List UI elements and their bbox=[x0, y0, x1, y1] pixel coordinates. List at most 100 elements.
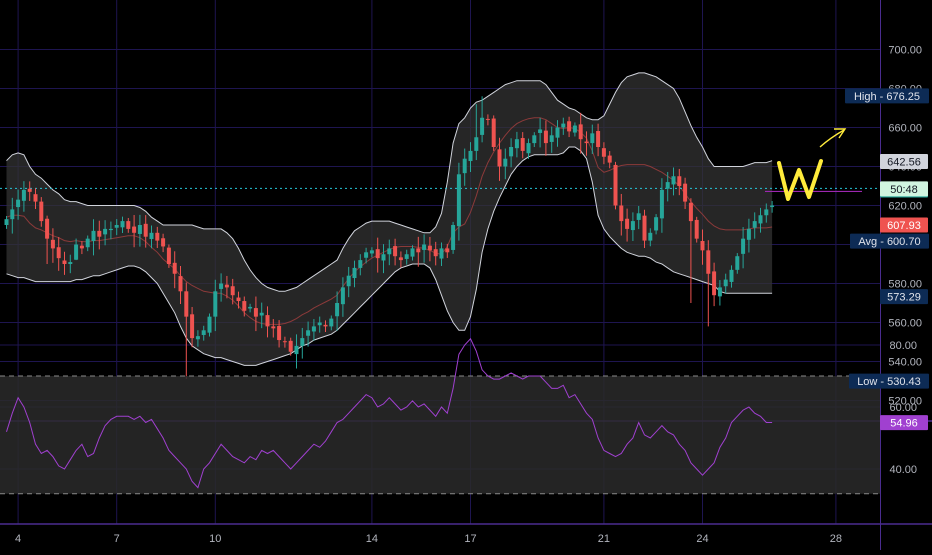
candle-body bbox=[375, 249, 380, 259]
candle-body bbox=[387, 248, 392, 255]
time-tick-label: 14 bbox=[366, 533, 378, 545]
candle-body bbox=[21, 189, 26, 201]
candle-body bbox=[491, 118, 496, 147]
candle-body bbox=[706, 250, 711, 274]
candle-body bbox=[265, 315, 270, 327]
candle-body bbox=[27, 188, 32, 192]
candle-body bbox=[50, 239, 55, 249]
avg-label: Avg - 600.70 bbox=[858, 236, 920, 248]
candle-body bbox=[468, 150, 473, 162]
candle-body bbox=[630, 221, 635, 231]
candle-body bbox=[590, 133, 595, 144]
avg-label-bg bbox=[850, 233, 929, 249]
candle-body bbox=[393, 246, 398, 257]
w-pattern-annotation: W bbox=[777, 128, 847, 201]
candle-body bbox=[74, 244, 79, 260]
candle-body bbox=[462, 158, 467, 174]
candle-body bbox=[306, 330, 311, 336]
low-label: Low - 530.43 bbox=[857, 376, 921, 388]
candle-body bbox=[195, 336, 200, 340]
candle-body bbox=[474, 137, 479, 151]
candle-body bbox=[364, 252, 369, 258]
candle-body bbox=[665, 182, 670, 189]
last-price-label-bg bbox=[880, 217, 928, 233]
candle-body bbox=[572, 125, 577, 133]
rsi-tick-label: 40.00 bbox=[889, 464, 917, 476]
price-tick-label: 620.00 bbox=[888, 201, 922, 213]
candle-body bbox=[648, 232, 653, 241]
candle-body bbox=[398, 257, 403, 261]
candle-body bbox=[311, 326, 316, 332]
candle-body bbox=[79, 245, 84, 249]
candle-body bbox=[746, 228, 751, 240]
candle-body bbox=[439, 248, 444, 259]
current-price-label: 50:48 bbox=[890, 184, 918, 196]
candle-body bbox=[514, 139, 519, 149]
candle-body bbox=[741, 238, 746, 254]
candle-body bbox=[207, 316, 212, 333]
candle-body bbox=[230, 286, 235, 296]
candle-body bbox=[4, 219, 9, 225]
candle-body bbox=[45, 218, 50, 239]
candle-body bbox=[538, 129, 543, 133]
candle-body bbox=[729, 269, 734, 282]
time-tick-label: 7 bbox=[114, 533, 120, 545]
high-label-bg bbox=[845, 88, 929, 104]
candle-body bbox=[108, 228, 113, 231]
candle-body bbox=[56, 247, 61, 259]
candle-body bbox=[149, 232, 154, 240]
candle-body bbox=[688, 202, 693, 222]
candle-body bbox=[103, 228, 108, 235]
candle-body bbox=[561, 123, 566, 128]
candle-body bbox=[509, 147, 514, 157]
candle-body bbox=[677, 176, 682, 186]
bollinger-upper-line bbox=[6, 72, 773, 292]
candle-body bbox=[126, 221, 131, 229]
rsi-value-label: 54.96 bbox=[890, 418, 918, 430]
arrow-head-icon bbox=[834, 128, 847, 139]
candle-body bbox=[213, 291, 218, 317]
w-pattern-drawing[interactable] bbox=[777, 159, 823, 201]
candle-body bbox=[607, 155, 612, 163]
candle-body bbox=[584, 141, 589, 144]
candle-body bbox=[317, 322, 322, 326]
candle-body bbox=[85, 238, 90, 248]
candle-body bbox=[282, 341, 287, 343]
candle-body bbox=[752, 221, 757, 228]
candle-body bbox=[259, 312, 264, 316]
candle-body bbox=[132, 226, 137, 233]
candle-body bbox=[277, 326, 282, 341]
candle-body bbox=[369, 250, 374, 254]
candle-body bbox=[329, 318, 334, 327]
price-tick-label: 540.00 bbox=[888, 357, 922, 369]
candle-body bbox=[323, 324, 328, 327]
time-tick-label: 24 bbox=[696, 533, 708, 545]
candle-body bbox=[346, 275, 351, 287]
candle-body bbox=[613, 164, 618, 206]
candle-body bbox=[161, 238, 166, 247]
candle-body bbox=[352, 267, 357, 279]
candle-body bbox=[288, 340, 293, 352]
candle-body bbox=[178, 276, 183, 292]
rsi-value-label-bg bbox=[880, 415, 928, 431]
candle-body bbox=[201, 330, 206, 335]
candle-body bbox=[764, 209, 769, 216]
candle-body bbox=[770, 205, 775, 208]
price-tick-label: 560.00 bbox=[888, 318, 922, 330]
band-lower-label: 573.29 bbox=[887, 292, 921, 304]
candle-body bbox=[172, 262, 177, 274]
candle-body bbox=[735, 256, 740, 270]
candle-body bbox=[601, 148, 606, 157]
candle-body bbox=[758, 215, 763, 224]
bollinger-lower-line bbox=[6, 146, 773, 366]
price-labels: High - 676.25642.56627.2050:48607.93Avg … bbox=[845, 88, 929, 431]
time-tick-label: 17 bbox=[464, 533, 476, 545]
candle-body bbox=[596, 131, 601, 147]
candle-body bbox=[155, 232, 160, 241]
candle-body bbox=[62, 260, 67, 264]
rsi-line bbox=[6, 337, 773, 489]
level-lines bbox=[0, 187, 880, 193]
candle-body bbox=[700, 240, 705, 251]
